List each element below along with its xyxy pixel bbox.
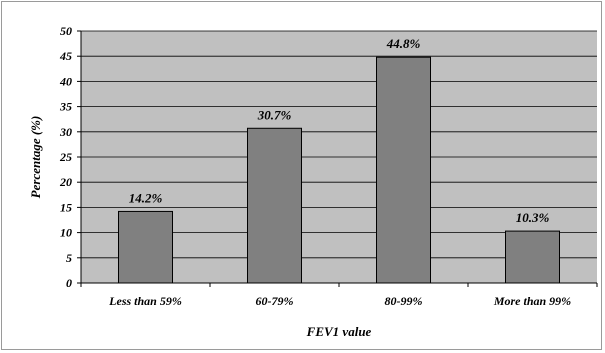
data-label: 14.2%: [129, 190, 163, 205]
bar: [505, 230, 560, 284]
y-axis-title: Percentage (%): [28, 116, 43, 199]
data-label: 10.3%: [516, 210, 550, 225]
y-tick-label: 40: [59, 74, 72, 88]
x-tick-label: 60-79%: [256, 294, 294, 308]
y-tick-label: 5: [66, 251, 72, 265]
bar: [247, 127, 302, 284]
y-tick-label: 10: [60, 226, 72, 240]
gridlines: [81, 30, 597, 259]
x-tick-label: 80-99%: [385, 294, 423, 308]
y-tick-label: 50: [60, 24, 72, 38]
x-tick-labels: Less than 59% 60-79% 80-99% More than 99%: [108, 294, 571, 308]
x-tick-label: Less than 59%: [108, 294, 182, 308]
bars: [118, 56, 560, 284]
y-tick-label: 0: [66, 276, 72, 290]
y-tick-label: 45: [59, 49, 72, 63]
y-tick-labels: 0 5 10 15 20 25 30 35 40 45 50: [59, 24, 72, 290]
y-tick-label: 30: [59, 125, 72, 139]
x-tick-label: More than 99%: [493, 294, 571, 308]
bar: [376, 56, 431, 284]
y-tick-label: 15: [60, 200, 72, 214]
y-tick-label: 20: [59, 175, 72, 189]
x-axis-title: FEV1 value: [306, 324, 372, 339]
data-label: 44.8%: [386, 36, 421, 51]
bar: [118, 210, 173, 284]
y-tick-label: 25: [59, 150, 72, 164]
data-label: 30.7%: [257, 107, 292, 122]
data-labels: 14.2% 30.7% 44.8% 10.3%: [129, 36, 550, 225]
axes: [77, 30, 598, 287]
y-tick-label: 35: [59, 100, 72, 114]
